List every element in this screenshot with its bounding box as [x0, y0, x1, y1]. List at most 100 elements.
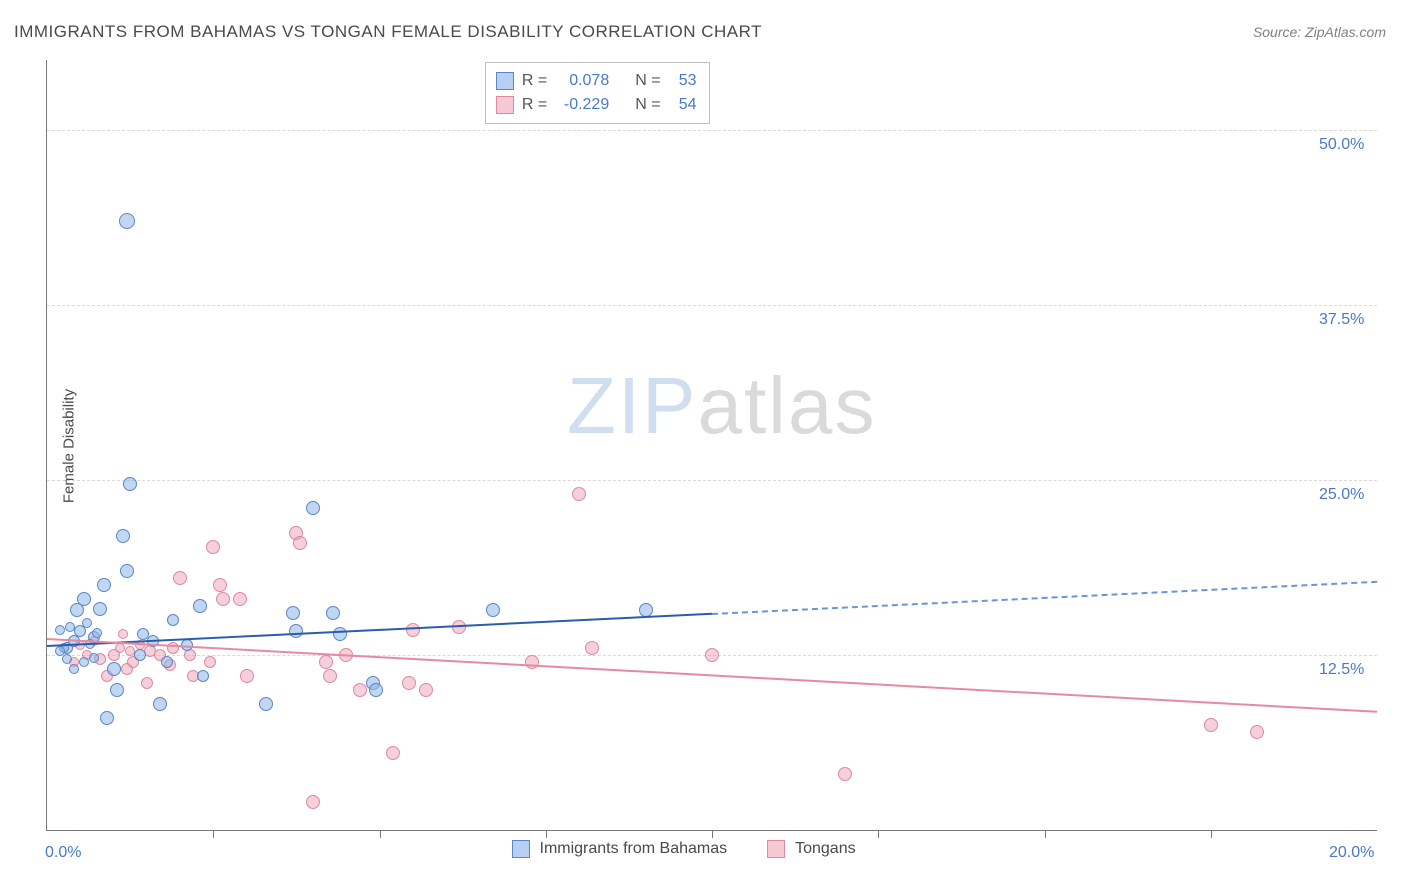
data-point-bahamas: [333, 627, 347, 641]
x-tick-label: 20.0%: [1329, 844, 1374, 862]
data-point-bahamas: [120, 564, 134, 578]
data-point-bahamas: [55, 625, 65, 635]
legend-label: Immigrants from Bahamas: [540, 840, 728, 858]
n-label: N =: [635, 69, 660, 93]
data-point-tongans: [585, 641, 599, 655]
data-point-bahamas: [116, 529, 130, 543]
plot-area: ZIPatlas 12.5%25.0%37.5%50.0%0.0%20.0%: [46, 60, 1377, 831]
y-tick-label: 50.0%: [1319, 136, 1364, 154]
data-point-bahamas: [119, 213, 135, 229]
data-point-tongans: [216, 592, 230, 606]
watermark-part2: atlas: [697, 361, 876, 450]
legend-swatch: [512, 840, 530, 858]
data-point-bahamas: [92, 628, 102, 638]
data-point-bahamas: [69, 664, 79, 674]
x-tick: [1045, 830, 1046, 838]
legend-swatch: [496, 72, 514, 90]
data-point-bahamas: [326, 606, 340, 620]
data-point-bahamas: [62, 654, 72, 664]
data-point-bahamas: [306, 501, 320, 515]
r-label: R =: [522, 69, 547, 93]
data-point-bahamas: [107, 662, 121, 676]
data-point-bahamas: [65, 622, 75, 632]
data-point-bahamas: [77, 592, 91, 606]
x-tick: [380, 830, 381, 838]
chart-container: { "title": "IMMIGRANTS FROM BAHAMAS VS T…: [0, 0, 1406, 892]
data-point-bahamas: [197, 670, 209, 682]
y-tick-label: 25.0%: [1319, 486, 1364, 504]
gridline: [47, 480, 1377, 481]
x-tick-label: 0.0%: [45, 844, 81, 862]
legend-swatch: [496, 96, 514, 114]
data-point-bahamas: [110, 683, 124, 697]
r-value: -0.229: [555, 93, 609, 117]
data-point-tongans: [206, 540, 220, 554]
data-point-bahamas: [55, 646, 65, 656]
data-point-bahamas: [89, 653, 99, 663]
x-tick: [712, 830, 713, 838]
data-point-bahamas: [193, 599, 207, 613]
data-point-tongans: [705, 648, 719, 662]
series-legend: Immigrants from Bahamas Tongans: [512, 840, 886, 858]
data-point-bahamas: [369, 683, 383, 697]
n-label: N =: [635, 93, 660, 117]
r-label: R =: [522, 93, 547, 117]
gridline: [47, 305, 1377, 306]
data-point-bahamas: [289, 624, 303, 638]
data-point-bahamas: [167, 614, 179, 626]
data-point-tongans: [386, 746, 400, 760]
data-point-bahamas: [79, 657, 89, 667]
x-tick: [878, 830, 879, 838]
stats-legend: R = 0.078 N = 53 R = -0.229 N = 54: [485, 62, 710, 124]
source-attribution: Source: ZipAtlas.com: [1253, 24, 1386, 40]
data-point-tongans: [402, 676, 416, 690]
data-point-bahamas: [286, 606, 300, 620]
data-point-tongans: [319, 655, 333, 669]
chart-title: IMMIGRANTS FROM BAHAMAS VS TONGAN FEMALE…: [14, 22, 762, 42]
data-point-tongans: [323, 669, 337, 683]
n-value: 53: [669, 69, 697, 93]
data-point-tongans: [293, 536, 307, 550]
data-point-bahamas: [486, 603, 500, 617]
x-tick: [546, 830, 547, 838]
data-point-bahamas: [82, 618, 92, 628]
watermark-part1: ZIP: [567, 361, 697, 450]
data-point-tongans: [353, 683, 367, 697]
x-tick: [213, 830, 214, 838]
data-point-bahamas: [97, 578, 111, 592]
data-point-bahamas: [93, 602, 107, 616]
data-point-bahamas: [259, 697, 273, 711]
n-value: 54: [669, 93, 697, 117]
data-point-tongans: [213, 578, 227, 592]
stats-legend-row: R = 0.078 N = 53: [496, 69, 697, 93]
data-point-tongans: [306, 795, 320, 809]
y-tick-label: 37.5%: [1319, 311, 1364, 329]
data-point-bahamas: [153, 697, 167, 711]
data-point-tongans: [419, 683, 433, 697]
r-value: 0.078: [555, 69, 609, 93]
data-point-tongans: [838, 767, 852, 781]
data-point-bahamas: [161, 656, 173, 668]
data-point-tongans: [115, 643, 125, 653]
data-point-bahamas: [123, 477, 137, 491]
data-point-tongans: [118, 629, 128, 639]
data-point-tongans: [173, 571, 187, 585]
legend-swatch: [767, 840, 785, 858]
data-point-tongans: [406, 623, 420, 637]
gridline: [47, 130, 1377, 131]
data-point-tongans: [233, 592, 247, 606]
data-point-tongans: [204, 656, 216, 668]
data-point-tongans: [572, 487, 586, 501]
data-point-tongans: [1250, 725, 1264, 739]
stats-legend-row: R = -0.229 N = 54: [496, 93, 697, 117]
trend-line: [712, 581, 1377, 615]
data-point-tongans: [240, 669, 254, 683]
data-point-bahamas: [134, 649, 146, 661]
data-point-bahamas: [100, 711, 114, 725]
watermark: ZIPatlas: [567, 360, 876, 452]
y-tick-label: 12.5%: [1319, 661, 1364, 679]
legend-label: Tongans: [795, 840, 856, 858]
data-point-tongans: [141, 677, 153, 689]
x-tick: [1211, 830, 1212, 838]
data-point-tongans: [1204, 718, 1218, 732]
